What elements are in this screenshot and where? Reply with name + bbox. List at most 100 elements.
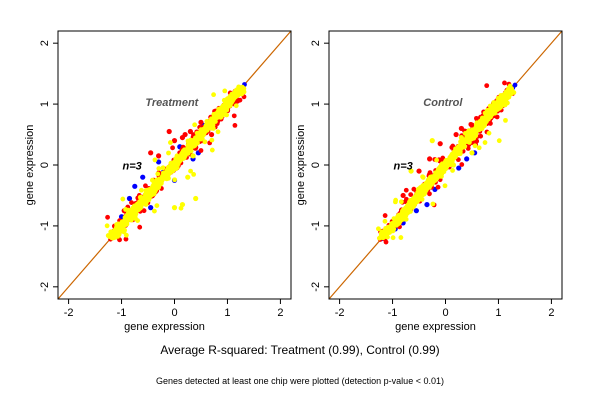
treatment-x-axis: -2 -1 0 1 2 [64,299,283,319]
control-point [403,205,409,211]
treatment-point [156,177,162,183]
control-point [484,83,490,89]
treatment-point [108,229,114,235]
control-point [427,170,433,176]
y-tick-label: -2 [39,282,51,292]
control-point [380,234,386,240]
treatment-point [132,183,138,189]
control-point [398,235,404,240]
y-tick-label: 0 [39,162,51,168]
y-tick-label: -1 [310,221,322,231]
control-x-axis: -2 -1 0 1 2 [335,299,554,319]
control-point [464,156,470,162]
control-point [467,134,472,140]
treatment-point [150,184,156,190]
control-y-axis-label: gene expression [295,125,307,206]
x-tick-label: -1 [388,307,398,319]
control-point [427,156,433,162]
treatment-x-axis-label: gene expression [124,321,205,333]
control-point [393,197,399,203]
treatment-point [228,97,233,103]
control-point [424,201,430,208]
treatment-point [139,187,144,193]
control-point [478,133,484,139]
control-point [390,235,396,241]
control-point [502,80,507,86]
x-tick-label: 0 [171,307,177,319]
treatment-point [148,150,154,156]
treatment-point [129,200,134,205]
control-point [376,226,381,232]
treatment-point [152,208,157,214]
treatment-point [105,214,110,220]
treatment-point [162,175,167,181]
control-point [474,125,480,132]
control-point [422,188,428,193]
treatment-point [170,145,175,151]
treatment-point [237,97,243,103]
treatment-point [179,134,186,141]
control-point [427,191,432,197]
treatment-point [222,88,228,94]
treatment-point [154,203,160,209]
control-x-axis-label: gene expression [395,321,476,333]
treatment-point [187,144,193,150]
control-point [452,149,458,155]
control-point [435,184,441,190]
control-point [420,175,426,180]
x-tick-label: -2 [335,307,345,319]
treatment-point [202,139,208,145]
treatment-point [192,122,198,128]
control-point [469,123,475,128]
treatment-point [208,131,215,138]
control-point [430,201,436,207]
treatment-point [171,138,178,144]
treatment-point [168,140,173,145]
treatment-point [123,236,129,242]
control-point [506,86,511,91]
control-series-2 [376,83,517,241]
x-tick-label: 1 [224,307,230,319]
control-point [505,100,510,106]
treatment-y-axis: -2 -1 0 1 2 [39,40,58,292]
treatment-point [176,156,182,162]
control-point [411,186,417,192]
y-tick-label: 0 [310,162,322,168]
r-squared-summary: Average R-squared: Treatment (0.99), Con… [160,343,440,357]
control-point [415,186,421,192]
x-tick-label: 2 [548,307,554,319]
treatment-point [166,150,171,156]
treatment-point [187,128,193,135]
control-point [502,94,508,100]
treatment-point [182,148,187,154]
treatment-point [136,207,142,213]
treatment-point [231,113,237,119]
treatment-point [233,103,239,109]
x-tick-label: 1 [495,307,501,319]
x-tick-label: -2 [64,307,74,319]
control-point [435,172,441,178]
treatment-point [141,208,147,214]
control-point [382,218,388,224]
treatment-point [160,165,166,171]
control-title: Control [423,97,463,109]
control-point [465,146,471,151]
control-point [496,138,502,144]
treatment-point [211,92,216,98]
control-point [442,183,448,189]
control-point [432,178,438,183]
treatment-point [123,207,129,212]
treatment-point [185,174,191,180]
treatment-point [171,205,178,211]
treatment-point [179,201,186,208]
control-point [400,192,406,199]
detection-caption: Genes detected at least one chip were pl… [156,376,444,386]
treatment-point [235,92,241,98]
control-point [408,168,414,174]
treatment-point [172,177,178,183]
treatment-point [232,122,238,128]
x-tick-label: -1 [117,307,127,319]
y-tick-label: 2 [39,40,51,46]
treatment-point [198,119,204,125]
